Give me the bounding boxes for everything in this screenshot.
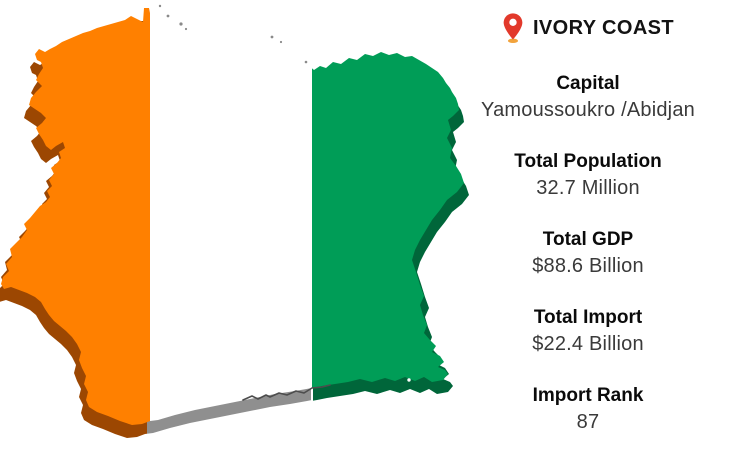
location-pin-icon [503, 13, 523, 44]
header: IVORY COAST [462, 12, 714, 44]
border-speckles [158, 4, 308, 64]
lagoon-dot [407, 378, 411, 382]
stat-value: $88.6 Billion [532, 255, 644, 277]
stat-block-import: Total Import $22.4 Billion [462, 306, 714, 357]
stat-label: Capital [556, 73, 620, 94]
stat-label: Total Population [514, 151, 662, 172]
stat-label: Import Rank [532, 385, 644, 406]
stat-block-import-rank: Import Rank 87 [462, 384, 714, 435]
stat-value: 87 [576, 411, 600, 433]
stat-block-population: Total Population 32.7 Million [462, 150, 714, 201]
stat-block-capital: Capital Yamoussoukro /Abidjan [462, 72, 714, 123]
stat-value: Yamoussoukro /Abidjan [481, 99, 695, 121]
flag-stripe-orange [1, 8, 150, 425]
stat-value: $22.4 Billion [532, 333, 644, 355]
country-info-panel: IVORY COAST Capital Yamoussoukro /Abidja… [462, 0, 714, 450]
flag-stripe-white [150, 8, 312, 425]
coastline-detail [242, 384, 331, 401]
stat-value: 32.7 Million [536, 177, 640, 199]
ivory-coast-map [0, 4, 469, 438]
stat-label: Total Import [533, 307, 643, 328]
stat-label: Total GDP [542, 229, 634, 250]
page-title: IVORY COAST [532, 16, 675, 39]
stat-block-gdp: Total GDP $88.6 Billion [462, 228, 714, 279]
